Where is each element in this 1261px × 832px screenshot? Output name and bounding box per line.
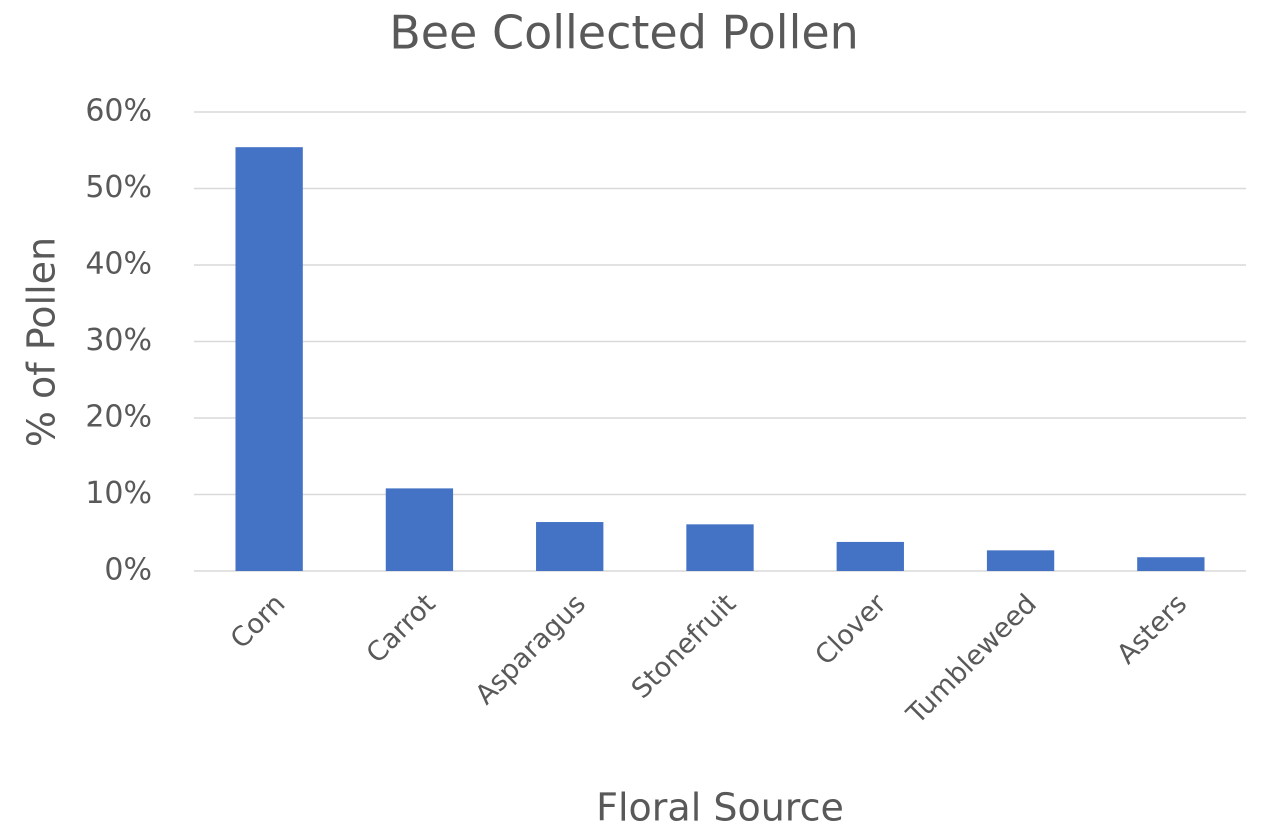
y-tick-label: 10% (85, 476, 152, 511)
x-tick-label: Stonefruit (626, 588, 743, 705)
x-tick-label: Tumbleweed (900, 588, 1042, 730)
y-tick-label: 20% (85, 400, 152, 435)
y-tick-label: 50% (85, 170, 152, 205)
x-tick-label: Clover (809, 588, 893, 672)
bar (986, 550, 1055, 571)
x-axis-title: Floral Source (596, 786, 844, 830)
bar (1137, 557, 1205, 571)
y-tick-label: 40% (85, 247, 152, 282)
y-tick-label: 0% (104, 553, 152, 588)
y-tick-label: 60% (85, 94, 152, 129)
bar (536, 522, 604, 571)
bar (836, 541, 904, 571)
x-tick-label: Carrot (361, 588, 442, 669)
y-tick-label: 30% (85, 323, 152, 358)
x-tick-label: Corn (225, 588, 292, 655)
y-axis-title: % of Pollen (20, 237, 64, 447)
x-tick-label: Asparagus (470, 588, 592, 710)
chart-title: Bee Collected Pollen (389, 6, 859, 60)
bar (385, 488, 454, 571)
bar (686, 524, 754, 571)
x-tick-label: Asters (1111, 588, 1193, 670)
bar (235, 147, 303, 571)
